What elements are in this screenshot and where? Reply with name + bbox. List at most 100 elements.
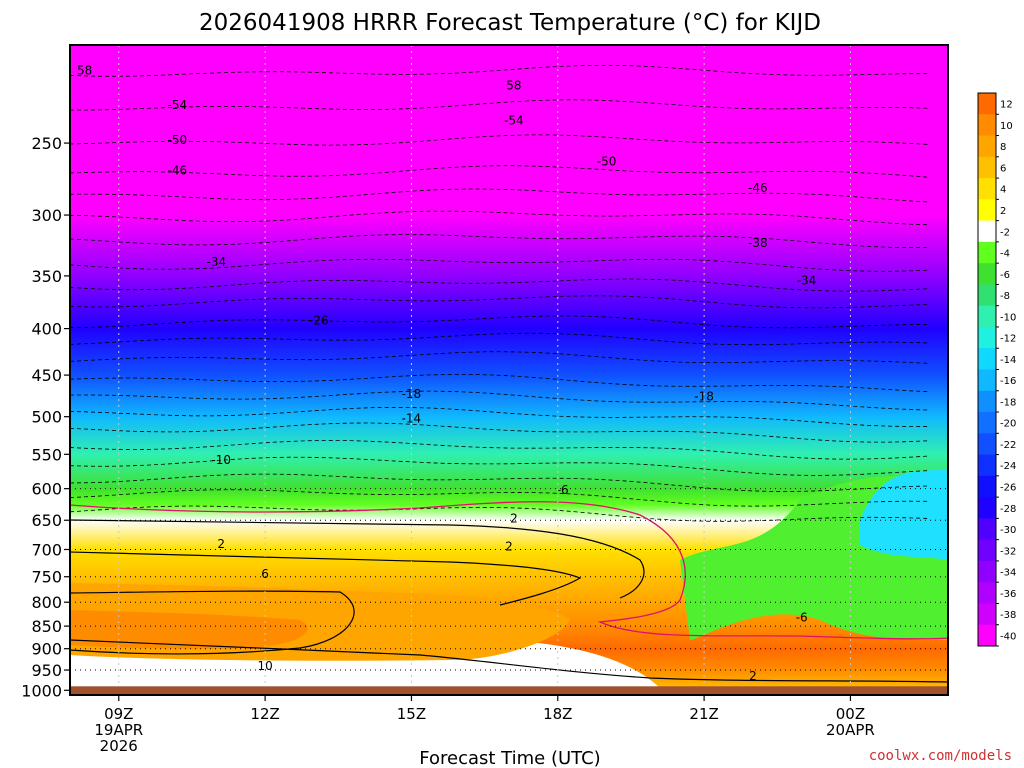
y-tick-label: 950 xyxy=(31,661,62,680)
colorbar-swatch xyxy=(978,369,996,392)
colorbar-swatch xyxy=(978,199,996,222)
dashed-contour xyxy=(70,456,931,476)
dashed-contour xyxy=(70,332,931,346)
dashed-contour xyxy=(70,351,931,364)
y-tick-label: 250 xyxy=(31,134,62,153)
colorbar-label: 4 xyxy=(1000,185,1006,196)
colorbar-swatch xyxy=(978,582,996,604)
colorbar-swatch xyxy=(978,220,996,243)
x-tick-year: 2026 xyxy=(100,737,138,755)
y-tick-label: 600 xyxy=(31,480,62,499)
y-tick-label: 300 xyxy=(31,206,62,225)
colorbar-swatch xyxy=(978,390,996,413)
colorbar-label: -18 xyxy=(1000,397,1016,408)
y-tick-label: 700 xyxy=(31,541,62,560)
y-tick-label: 500 xyxy=(31,408,62,427)
y-tick-label: 650 xyxy=(31,511,62,530)
colorbar-label: -30 xyxy=(1000,525,1016,536)
y-tick-label: 450 xyxy=(31,366,62,385)
solid-contour xyxy=(70,590,355,655)
contour-label: 2 xyxy=(505,540,513,554)
colorbar-swatch xyxy=(978,327,996,349)
contour-label: -26 xyxy=(309,314,329,328)
dashed-contour xyxy=(70,99,931,111)
x-tick-date: 19APR xyxy=(94,721,143,739)
contour-label: -10 xyxy=(211,453,231,467)
colorbar-swatch xyxy=(978,433,996,456)
colorbar-label: -16 xyxy=(1000,376,1016,387)
chart-title: 2026041908 HRRR Forecast Temperature (°C… xyxy=(199,10,821,36)
colorbar-label: -22 xyxy=(1000,440,1016,451)
colorbar-label: -26 xyxy=(1000,483,1016,494)
dashed-contour xyxy=(70,505,931,522)
x-tick-label: 21Z xyxy=(689,705,718,723)
y-tick-label: 900 xyxy=(31,640,62,659)
colorbar-label: -40 xyxy=(1000,631,1016,642)
colorbar-label: -38 xyxy=(1000,610,1016,621)
y-tick-label: 400 xyxy=(31,320,62,339)
colorbar-swatch xyxy=(978,263,996,285)
x-tick-label: 15Z xyxy=(397,705,426,723)
contour-label: -6 xyxy=(796,611,808,625)
colorbar-swatch xyxy=(978,454,996,477)
y-axis: 250 300 350 400 450 500 550 600 650 700 750 800 850 9… xyxy=(21,134,70,700)
contour-label: -46 xyxy=(167,164,187,178)
colorbar-label: -4 xyxy=(1000,249,1010,260)
colorbar-label: -6 xyxy=(1000,270,1010,281)
colorbar-swatch xyxy=(978,93,996,115)
dashed-contour xyxy=(70,315,931,329)
contour-label: -54 xyxy=(504,113,524,127)
x-tick-label: 18Z xyxy=(543,705,572,723)
y-tick-label: 750 xyxy=(31,568,62,587)
colorbar-swatch xyxy=(978,518,996,541)
contour-label: -18 xyxy=(694,389,714,403)
dashed-contour xyxy=(70,165,931,178)
y-tick-label: 550 xyxy=(31,445,62,464)
contour-label: -50 xyxy=(597,155,617,169)
contour-label: -6 xyxy=(557,483,569,497)
x-tick-date: 20APR xyxy=(826,721,875,739)
contour-label: -34 xyxy=(206,255,226,269)
contour-label: -34 xyxy=(797,273,817,287)
dashed-contour xyxy=(70,406,931,427)
contour-label: -54 xyxy=(167,98,187,112)
gridlines xyxy=(70,45,948,695)
colorbar-swatch xyxy=(978,475,996,498)
colorbar-label: -12 xyxy=(1000,334,1016,345)
y-tick-label: 1000 xyxy=(21,681,62,700)
colorbar-label: 6 xyxy=(1000,163,1006,174)
contour-label: -50 xyxy=(167,133,187,147)
freezing-line xyxy=(70,501,948,640)
colorbar-label: -24 xyxy=(1000,461,1016,472)
dashed-contour xyxy=(70,234,931,249)
dashed-contour xyxy=(70,258,931,272)
x-tick-label: 00Z xyxy=(836,705,865,723)
colorbar-label: 12 xyxy=(1000,100,1013,111)
plot-frame xyxy=(69,44,949,696)
x-axis-title: Forecast Time (UTC) xyxy=(419,748,600,768)
colorbar-label: -20 xyxy=(1000,419,1016,430)
contour-label: -46 xyxy=(748,181,768,195)
warm-layer-bands xyxy=(70,470,948,695)
colorbar-swatch xyxy=(978,603,996,626)
colorbar-label: 2 xyxy=(1000,206,1006,217)
colorbar-swatch xyxy=(978,624,996,647)
dashed-contour xyxy=(70,64,930,77)
dashed-contour xyxy=(70,422,931,443)
colorbar-swatch xyxy=(978,178,996,200)
colorbar-swatch xyxy=(978,156,996,179)
y-tick-label: 800 xyxy=(31,593,62,612)
cold-air-notch-cyan xyxy=(860,470,948,560)
colorbar-swatch xyxy=(978,560,996,583)
colorbar-label: -32 xyxy=(1000,546,1016,557)
contour-label: 2 xyxy=(510,511,518,525)
colorbar-label: -8 xyxy=(1000,291,1010,302)
colorbar-swatch xyxy=(978,284,996,307)
colorbar-label: -14 xyxy=(1000,355,1016,366)
dashed-contour xyxy=(70,278,931,292)
x-tick-label: 09Z xyxy=(104,705,133,723)
solid-contour xyxy=(70,551,582,606)
